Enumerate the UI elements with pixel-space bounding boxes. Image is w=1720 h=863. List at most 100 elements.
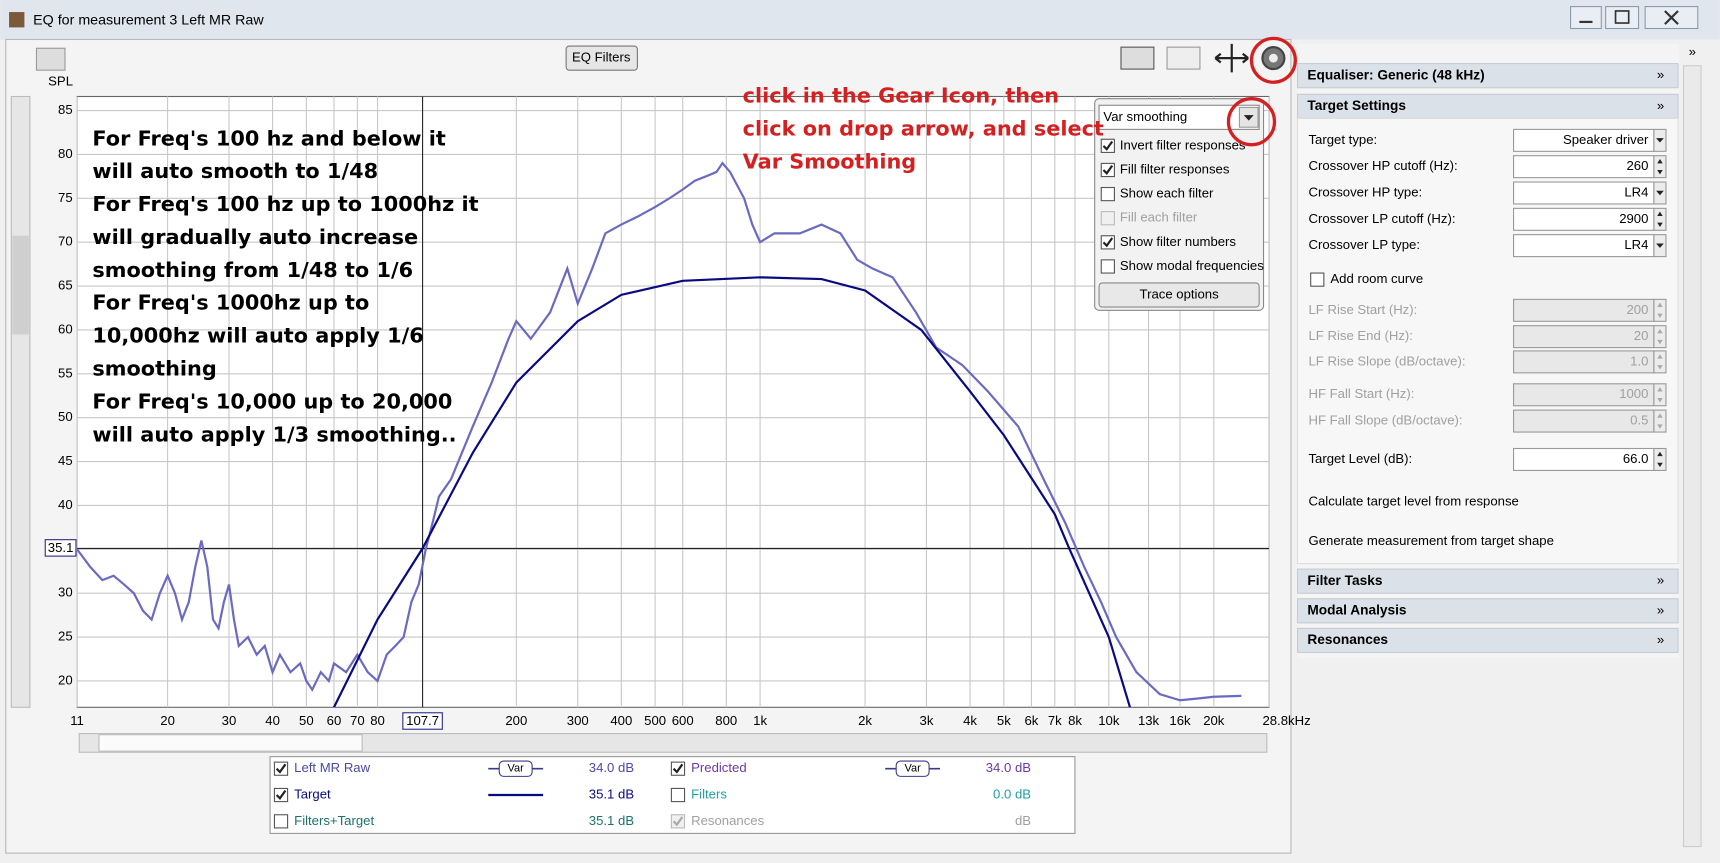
section-toggle[interactable]: »	[1657, 632, 1664, 647]
section-header[interactable]	[1296, 93, 1679, 119]
window-controls[interactable]	[1570, 6, 1699, 30]
menu-option[interactable]: Invert filter responses	[1120, 137, 1246, 152]
menu-option[interactable]: Fill filter responses	[1120, 161, 1230, 176]
y-tick-label: 70	[58, 234, 73, 249]
section-header[interactable]	[1296, 627, 1679, 654]
camera-icon[interactable]	[35, 47, 66, 71]
dropdown-value[interactable]: Var smoothing	[1103, 109, 1187, 124]
section-toggle[interactable]: »	[1657, 67, 1664, 82]
action-link[interactable]: Generate measurement from target shape	[1308, 533, 1553, 548]
x-tick-label: 2k	[858, 713, 872, 728]
x-tick-label: 3k	[920, 713, 934, 728]
row-label[interactable]: Add room curve	[1330, 271, 1423, 286]
row-button	[1653, 350, 1667, 374]
section-title[interactable]: Target Settings	[1307, 98, 1406, 113]
row-label: Target type:	[1308, 132, 1377, 147]
checkbox[interactable]	[1100, 211, 1115, 226]
spin-arrows	[1657, 451, 1663, 468]
x-tick-label: 4k	[963, 713, 977, 728]
x-tick-label: 11	[70, 713, 84, 728]
section-title[interactable]: Equaliser: Generic (48 kHz)	[1307, 67, 1484, 82]
button-bg[interactable]	[565, 45, 638, 71]
cursor-x-label: 107.7	[406, 713, 439, 728]
checkbox[interactable]	[273, 814, 289, 829]
x-tick-label: 5k	[997, 713, 1011, 728]
check-mark	[672, 816, 684, 827]
y-tick-label: 75	[58, 190, 73, 205]
h-scrollbar[interactable]	[78, 733, 1268, 753]
check-mark	[275, 789, 287, 800]
row-button[interactable]	[1653, 447, 1667, 471]
action-link[interactable]: Calculate target level from response	[1308, 494, 1518, 509]
button-label[interactable]: EQ Filters	[572, 50, 631, 65]
spin-arrows	[1657, 354, 1663, 370]
section-title[interactable]: Resonances	[1307, 632, 1388, 647]
row-button[interactable]	[1653, 207, 1667, 231]
v-scroll-thumb[interactable]	[12, 235, 29, 335]
menu-option[interactable]: Fill each filter	[1120, 210, 1198, 225]
section-header[interactable]	[1296, 568, 1679, 594]
menu-option[interactable]: Show filter numbers	[1120, 234, 1237, 249]
instruction-text: For Freq's 1000hz up to	[92, 291, 369, 315]
series-line	[332, 276, 1132, 708]
legend-swatch-text: Var	[508, 763, 525, 775]
section-title[interactable]: Modal Analysis	[1307, 602, 1407, 617]
section-toggle[interactable]: »	[1657, 98, 1664, 113]
eq-filters-button[interactable]: EQ Filters	[565, 45, 638, 71]
x-tick-label: 30	[222, 713, 237, 728]
window-title: EQ for measurement 3 Left MR Raw	[33, 13, 264, 29]
zoom-icon[interactable]	[1214, 43, 1249, 73]
menu-button-label[interactable]: Trace options	[1140, 286, 1220, 301]
section-toggle[interactable]: »	[1657, 602, 1664, 617]
menu-option[interactable]: Show each filter	[1120, 186, 1214, 201]
legend-level: 35.1 dB	[589, 786, 635, 801]
select-arrow	[1656, 243, 1664, 248]
y-tick-label: 85	[58, 102, 73, 117]
check-mark	[1102, 237, 1114, 248]
instruction-text: smoothing from 1/48 to 1/6	[92, 258, 413, 282]
collapse-icon[interactable]: »	[1689, 44, 1696, 59]
section-header[interactable]	[1296, 598, 1679, 624]
y-tick-label: 20	[58, 672, 73, 687]
menu-button[interactable]	[1098, 282, 1260, 308]
legend-level: 0.0 dB	[993, 786, 1031, 801]
side-scrollbar[interactable]	[1682, 65, 1702, 848]
row-value: 0.5	[1630, 413, 1648, 428]
row-value[interactable]: 66.0	[1623, 451, 1649, 466]
x-tick-label: 28.8kHz	[1262, 713, 1310, 728]
x-tick-label: 80	[370, 713, 385, 728]
select-arrow	[1656, 138, 1664, 143]
row-value: 1000	[1619, 386, 1648, 401]
cursor-x-box	[402, 712, 443, 730]
x-tick-label: 20k	[1203, 713, 1225, 728]
checkbox[interactable]	[1100, 259, 1115, 274]
legend-level: 34.0 dB	[986, 760, 1032, 775]
v-scrollbar[interactable]	[10, 95, 31, 708]
menu-option[interactable]: Show modal frequencies	[1120, 258, 1264, 273]
h-scroll-thumb[interactable]	[98, 734, 363, 752]
maximize-button[interactable]	[1605, 6, 1640, 30]
row-value[interactable]: Speaker driver	[1563, 132, 1649, 147]
minimize-button[interactable]	[1570, 6, 1602, 30]
section-title[interactable]: Filter Tasks	[1307, 573, 1382, 588]
x-tick-label: 400	[610, 713, 632, 728]
section-header[interactable]	[1296, 63, 1679, 89]
columns-icon[interactable]	[1166, 46, 1201, 70]
section-toggle[interactable]: »	[1657, 573, 1664, 588]
legend-swatch-box	[498, 760, 533, 777]
instruction-text: will auto smooth to 1/48	[92, 159, 378, 183]
checkbox[interactable]	[670, 787, 686, 803]
row-value[interactable]: 260	[1626, 158, 1648, 173]
checkbox[interactable]	[1310, 272, 1325, 287]
checkbox[interactable]	[1100, 186, 1115, 202]
side-layer: Equaliser: Generic (48 kHz) » Target Setti…	[1296, 63, 1679, 654]
legend-label: Predicted	[691, 760, 747, 775]
layout-icon[interactable]	[1120, 46, 1155, 70]
legend-label: Filters	[691, 786, 727, 801]
y-tick-label: 45	[58, 453, 73, 468]
row-value[interactable]: LR4	[1624, 184, 1648, 199]
row-label: HF Fall Start (Hz):	[1308, 386, 1414, 401]
row-value[interactable]: 2900	[1619, 211, 1648, 226]
row-button[interactable]	[1653, 155, 1667, 179]
row-value[interactable]: LR4	[1624, 237, 1648, 252]
